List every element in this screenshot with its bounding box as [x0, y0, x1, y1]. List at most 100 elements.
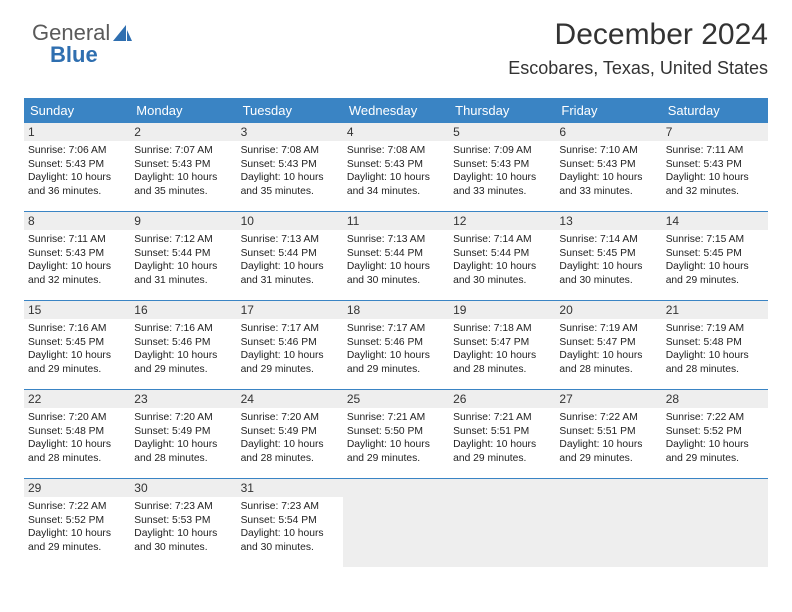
day-info: Sunrise: 7:14 AMSunset: 5:44 PMDaylight:… — [449, 230, 555, 287]
daylight-line: Daylight: 10 hours and 32 minutes. — [28, 260, 126, 287]
sunset-line: Sunset: 5:44 PM — [134, 247, 232, 261]
day-info: Sunrise: 7:23 AMSunset: 5:53 PMDaylight:… — [130, 497, 236, 554]
calendar-empty-cell — [449, 479, 555, 568]
calendar-day-cell: 13Sunrise: 7:14 AMSunset: 5:45 PMDayligh… — [555, 212, 661, 301]
weekday-header: Tuesday — [237, 98, 343, 123]
sunrise-line: Sunrise: 7:12 AM — [134, 233, 232, 247]
weekday-header: Sunday — [24, 98, 130, 123]
calendar-day-cell: 2Sunrise: 7:07 AMSunset: 5:43 PMDaylight… — [130, 123, 236, 212]
day-info: Sunrise: 7:08 AMSunset: 5:43 PMDaylight:… — [343, 141, 449, 198]
day-info: Sunrise: 7:21 AMSunset: 5:50 PMDaylight:… — [343, 408, 449, 465]
day-number: 16 — [130, 301, 236, 319]
day-number: 23 — [130, 390, 236, 408]
calendar-week-row: 15Sunrise: 7:16 AMSunset: 5:45 PMDayligh… — [24, 301, 768, 390]
calendar-day-cell: 18Sunrise: 7:17 AMSunset: 5:46 PMDayligh… — [343, 301, 449, 390]
sunrise-line: Sunrise: 7:23 AM — [241, 500, 339, 514]
day-info: Sunrise: 7:13 AMSunset: 5:44 PMDaylight:… — [237, 230, 343, 287]
sunrise-line: Sunrise: 7:13 AM — [347, 233, 445, 247]
daylight-line: Daylight: 10 hours and 30 minutes. — [559, 260, 657, 287]
day-number: 18 — [343, 301, 449, 319]
day-info: Sunrise: 7:15 AMSunset: 5:45 PMDaylight:… — [662, 230, 768, 287]
daylight-line: Daylight: 10 hours and 35 minutes. — [241, 171, 339, 198]
sunset-line: Sunset: 5:49 PM — [241, 425, 339, 439]
sunrise-line: Sunrise: 7:16 AM — [134, 322, 232, 336]
day-info: Sunrise: 7:06 AMSunset: 5:43 PMDaylight:… — [24, 141, 130, 198]
calendar-day-cell: 4Sunrise: 7:08 AMSunset: 5:43 PMDaylight… — [343, 123, 449, 212]
sunset-line: Sunset: 5:47 PM — [559, 336, 657, 350]
day-number: 22 — [24, 390, 130, 408]
calendar-day-cell: 8Sunrise: 7:11 AMSunset: 5:43 PMDaylight… — [24, 212, 130, 301]
calendar-day-cell: 10Sunrise: 7:13 AMSunset: 5:44 PMDayligh… — [237, 212, 343, 301]
daylight-line: Daylight: 10 hours and 29 minutes. — [134, 349, 232, 376]
daylight-line: Daylight: 10 hours and 28 minutes. — [453, 349, 551, 376]
sunrise-line: Sunrise: 7:19 AM — [559, 322, 657, 336]
day-number: 11 — [343, 212, 449, 230]
day-info: Sunrise: 7:20 AMSunset: 5:49 PMDaylight:… — [130, 408, 236, 465]
day-info: Sunrise: 7:21 AMSunset: 5:51 PMDaylight:… — [449, 408, 555, 465]
day-number: 8 — [24, 212, 130, 230]
day-number: 24 — [237, 390, 343, 408]
sunset-line: Sunset: 5:49 PM — [134, 425, 232, 439]
calendar-day-cell: 29Sunrise: 7:22 AMSunset: 5:52 PMDayligh… — [24, 479, 130, 568]
calendar-day-cell: 6Sunrise: 7:10 AMSunset: 5:43 PMDaylight… — [555, 123, 661, 212]
day-info: Sunrise: 7:12 AMSunset: 5:44 PMDaylight:… — [130, 230, 236, 287]
day-info: Sunrise: 7:22 AMSunset: 5:52 PMDaylight:… — [24, 497, 130, 554]
sunrise-line: Sunrise: 7:21 AM — [347, 411, 445, 425]
calendar-day-cell: 28Sunrise: 7:22 AMSunset: 5:52 PMDayligh… — [662, 390, 768, 479]
day-info: Sunrise: 7:11 AMSunset: 5:43 PMDaylight:… — [662, 141, 768, 198]
daylight-line: Daylight: 10 hours and 30 minutes. — [453, 260, 551, 287]
day-number: 17 — [237, 301, 343, 319]
sunrise-line: Sunrise: 7:22 AM — [28, 500, 126, 514]
day-number: 2 — [130, 123, 236, 141]
sunset-line: Sunset: 5:53 PM — [134, 514, 232, 528]
day-number: 1 — [24, 123, 130, 141]
day-number: 21 — [662, 301, 768, 319]
sunrise-line: Sunrise: 7:20 AM — [28, 411, 126, 425]
calendar-day-cell: 24Sunrise: 7:20 AMSunset: 5:49 PMDayligh… — [237, 390, 343, 479]
sunset-line: Sunset: 5:43 PM — [666, 158, 764, 172]
sunset-line: Sunset: 5:51 PM — [559, 425, 657, 439]
sunrise-line: Sunrise: 7:07 AM — [134, 144, 232, 158]
sunrise-line: Sunrise: 7:19 AM — [666, 322, 764, 336]
sunset-line: Sunset: 5:46 PM — [241, 336, 339, 350]
calendar-day-cell: 22 Sunrise: 7:20 AMSunset: 5:48 PMDayligh… — [24, 390, 130, 479]
sunrise-line: Sunrise: 7:17 AM — [241, 322, 339, 336]
sunrise-line: Sunrise: 7:18 AM — [453, 322, 551, 336]
weekday-header: Monday — [130, 98, 236, 123]
calendar-day-cell: 3Sunrise: 7:08 AMSunset: 5:43 PMDaylight… — [237, 123, 343, 212]
daylight-line: Daylight: 10 hours and 31 minutes. — [134, 260, 232, 287]
day-number: 7 — [662, 123, 768, 141]
daylight-line: Daylight: 10 hours and 35 minutes. — [134, 171, 232, 198]
sunset-line: Sunset: 5:44 PM — [453, 247, 551, 261]
calendar-day-cell: 20Sunrise: 7:19 AMSunset: 5:47 PMDayligh… — [555, 301, 661, 390]
sunrise-line: Sunrise: 7:17 AM — [347, 322, 445, 336]
sunset-line: Sunset: 5:47 PM — [453, 336, 551, 350]
calendar-week-row: 29Sunrise: 7:22 AMSunset: 5:52 PMDayligh… — [24, 479, 768, 568]
calendar-day-cell: 11Sunrise: 7:13 AMSunset: 5:44 PMDayligh… — [343, 212, 449, 301]
day-info: Sunrise: 7:11 AMSunset: 5:43 PMDaylight:… — [24, 230, 130, 287]
day-info: Sunrise: 7:08 AMSunset: 5:43 PMDaylight:… — [237, 141, 343, 198]
sunset-line: Sunset: 5:48 PM — [28, 425, 126, 439]
daylight-line: Daylight: 10 hours and 33 minutes. — [453, 171, 551, 198]
sunrise-line: Sunrise: 7:06 AM — [28, 144, 126, 158]
sunset-line: Sunset: 5:48 PM — [666, 336, 764, 350]
daylight-line: Daylight: 10 hours and 34 minutes. — [347, 171, 445, 198]
day-info: Sunrise: 7:23 AMSunset: 5:54 PMDaylight:… — [237, 497, 343, 554]
sunrise-line: Sunrise: 7:22 AM — [666, 411, 764, 425]
day-info: Sunrise: 7:22 AMSunset: 5:52 PMDaylight:… — [662, 408, 768, 465]
daylight-line: Daylight: 10 hours and 32 minutes. — [666, 171, 764, 198]
brand-sail-icon — [112, 24, 134, 42]
day-info: Sunrise: 7:17 AMSunset: 5:46 PMDaylight:… — [237, 319, 343, 376]
day-number: 14 — [662, 212, 768, 230]
sunset-line: Sunset: 5:43 PM — [28, 247, 126, 261]
calendar-day-cell: 1Sunrise: 7:06 AMSunset: 5:43 PMDaylight… — [24, 123, 130, 212]
daylight-line: Daylight: 10 hours and 28 minutes. — [28, 438, 126, 465]
day-number: 30 — [130, 479, 236, 497]
daylight-line: Daylight: 10 hours and 30 minutes. — [134, 527, 232, 554]
day-info: Sunrise: 7:18 AMSunset: 5:47 PMDaylight:… — [449, 319, 555, 376]
day-number: 28 — [662, 390, 768, 408]
daylight-line: Daylight: 10 hours and 28 minutes. — [134, 438, 232, 465]
sunset-line: Sunset: 5:45 PM — [666, 247, 764, 261]
day-info: Sunrise: 7:20 AMSunset: 5:49 PMDaylight:… — [237, 408, 343, 465]
calendar-page: General Blue December 2024 Escobares, Te… — [0, 0, 792, 612]
